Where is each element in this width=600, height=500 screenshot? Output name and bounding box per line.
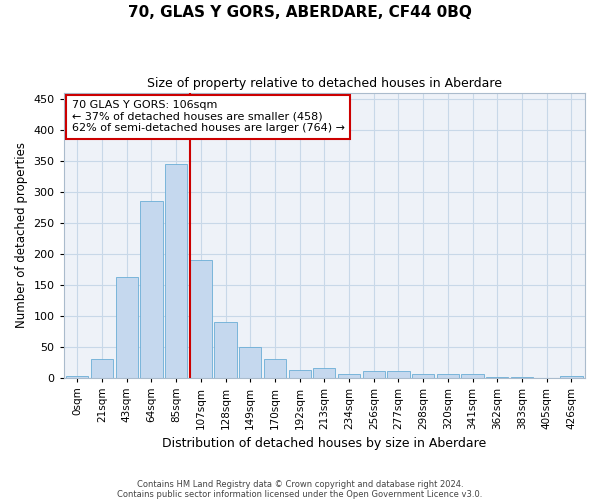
Y-axis label: Number of detached properties: Number of detached properties <box>15 142 28 328</box>
Bar <box>239 346 262 378</box>
Bar <box>461 374 484 378</box>
Bar <box>511 377 533 378</box>
X-axis label: Distribution of detached houses by size in Aberdare: Distribution of detached houses by size … <box>162 437 487 450</box>
Bar <box>214 322 236 378</box>
Text: 70 GLAS Y GORS: 106sqm
← 37% of detached houses are smaller (458)
62% of semi-de: 70 GLAS Y GORS: 106sqm ← 37% of detached… <box>71 100 344 134</box>
Text: 70, GLAS Y GORS, ABERDARE, CF44 0BQ: 70, GLAS Y GORS, ABERDARE, CF44 0BQ <box>128 5 472 20</box>
Text: Contains HM Land Registry data © Crown copyright and database right 2024.
Contai: Contains HM Land Registry data © Crown c… <box>118 480 482 499</box>
Title: Size of property relative to detached houses in Aberdare: Size of property relative to detached ho… <box>147 78 502 90</box>
Bar <box>91 359 113 378</box>
Bar <box>388 372 410 378</box>
Bar <box>264 359 286 378</box>
Bar <box>313 368 335 378</box>
Bar <box>289 370 311 378</box>
Bar <box>412 374 434 378</box>
Bar <box>437 374 459 378</box>
Bar <box>140 202 163 378</box>
Bar <box>66 376 88 378</box>
Bar <box>560 376 583 378</box>
Bar <box>338 374 360 378</box>
Bar <box>165 164 187 378</box>
Bar <box>486 377 508 378</box>
Bar <box>116 278 138 378</box>
Bar <box>362 372 385 378</box>
Bar <box>190 260 212 378</box>
